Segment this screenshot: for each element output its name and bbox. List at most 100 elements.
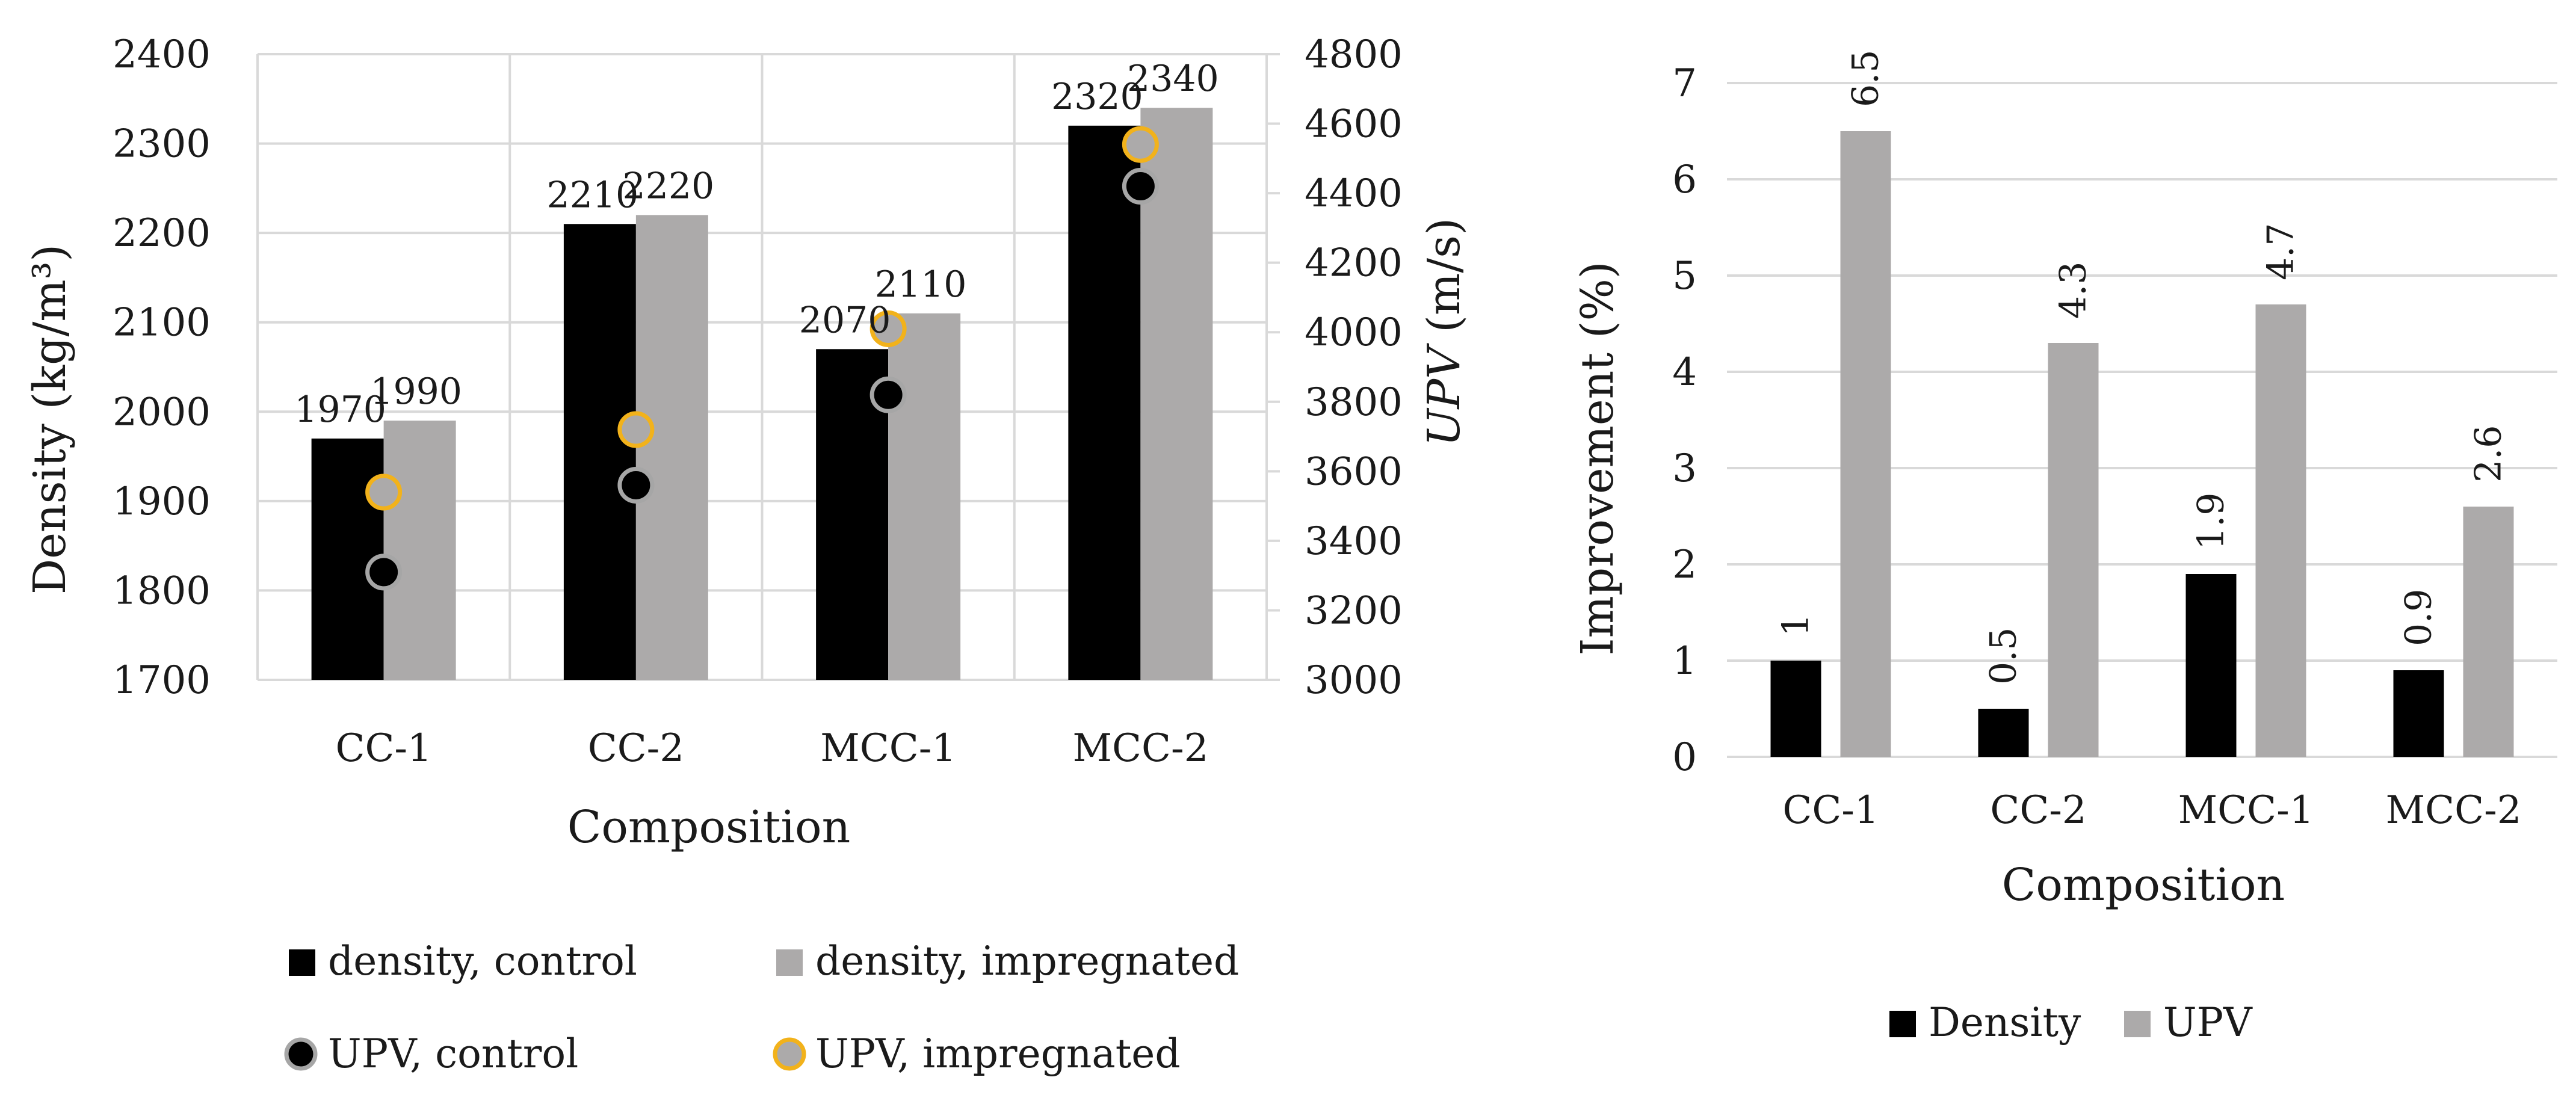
right-data-labels: 1 6.5 0.5 4.3 1.9 4.7 0.9 2.6 [1775, 50, 2510, 685]
left-y2-tick-3600: 3600 [1305, 449, 1403, 494]
legend-label-upv-control: UPV, control [328, 1031, 578, 1077]
bar-density-improvement-cc-1 [1770, 661, 1821, 757]
left-y-tick-2400: 2400 [113, 32, 211, 77]
label-density-control-cc-2: 2210 [547, 174, 639, 216]
left-bars [311, 108, 1213, 680]
label-density-impregnated-mcc-2: 2340 [1127, 58, 1219, 100]
right-y-tick-3: 3 [1672, 446, 1697, 491]
label-density-impregnated-cc-2: 2220 [623, 165, 715, 207]
legend-swatch-density-impregnated [776, 949, 803, 976]
legend-marker-upv-impregnated [773, 1037, 806, 1071]
right-bars [1770, 131, 2514, 757]
bar-density-impregnated-mcc-2 [1140, 108, 1213, 680]
legend-label-upv-impregnated: UPV, impregnated [815, 1031, 1181, 1077]
left-y2-tick-4400: 4400 [1305, 171, 1403, 216]
right-y-ticks: 0 1 2 3 4 5 6 7 [1672, 61, 1697, 780]
right-y-tick-5: 5 [1672, 254, 1697, 298]
left-y-tick-2200: 2200 [113, 211, 211, 256]
bar-upv-improvement-mcc-1 [2255, 304, 2306, 757]
left-y2-tick-3800: 3800 [1305, 380, 1403, 425]
left-y2-axis-title: UPV (m/s) [1418, 218, 1470, 446]
label-density-improvement-mcc-1: 1.9 [2190, 493, 2232, 550]
left-y-ticks: 1700 1800 1900 2000 2100 2200 2300 2400 [113, 32, 211, 703]
right-x-tick-cc-2: CC-2 [1990, 788, 2086, 833]
right-x-ticks: CC-1 CC-2 MCC-1 MCC-2 [1782, 788, 2521, 833]
label-density-control-mcc-1: 2070 [799, 299, 891, 341]
bar-density-improvement-mcc-2 [2393, 670, 2444, 757]
legend-marker-upv-control [284, 1037, 318, 1071]
right-y-tick-0: 0 [1672, 735, 1697, 780]
improvement-chart: 1 6.5 0.5 4.3 1.9 4.7 0.9 2.6 0 1 2 3 4 5 6 7 CC-1 CC-2… [1572, 50, 2557, 1046]
right-y-tick-1: 1 [1672, 639, 1697, 683]
left-y2-tick-4200: 4200 [1305, 241, 1403, 286]
left-y2-ticks: 3000 3200 3400 3600 3800 4000 4200 4400 4600 4800 [1267, 32, 1403, 703]
left-y-tick-2100: 2100 [113, 301, 211, 345]
legend-label-upv: UPV [2163, 999, 2253, 1046]
left-y-tick-1900: 1900 [113, 480, 211, 524]
left-y-axis-title: Density (kg/m³) [24, 244, 76, 594]
left-y2-tick-3000: 3000 [1305, 658, 1403, 703]
marker-upv-impregnated-cc-1 [365, 473, 403, 511]
right-x-tick-mcc-1: MCC-1 [2178, 788, 2314, 833]
bar-density-control-mcc-2 [1068, 125, 1141, 680]
left-x-tick-mcc-1: MCC-1 [820, 726, 956, 771]
left-y2-tick-3400: 3400 [1305, 519, 1403, 564]
right-x-tick-cc-1: CC-1 [1782, 788, 1879, 833]
label-density-improvement-cc-1: 1 [1775, 614, 1817, 637]
bar-upv-improvement-mcc-2 [2463, 507, 2514, 757]
marker-upv-control-mcc-1 [869, 376, 907, 413]
legend-swatch-density-control [289, 949, 315, 976]
left-y-tick-2300: 2300 [113, 122, 211, 167]
label-upv-improvement-mcc-1: 4.7 [2260, 223, 2302, 280]
bar-upv-improvement-cc-2 [2048, 343, 2099, 757]
legend-swatch-upv [2124, 1011, 2151, 1037]
right-y-tick-2: 2 [1672, 543, 1697, 587]
left-y2-tick-3200: 3200 [1305, 588, 1403, 633]
left-y2-tick-4600: 4600 [1305, 102, 1403, 147]
left-y2-axis-title-italic: UPV [1418, 343, 1470, 446]
left-x-tick-cc-1: CC-1 [335, 726, 431, 771]
marker-upv-control-cc-1 [365, 554, 403, 591]
left-upv-markers [365, 126, 1159, 591]
right-y-tick-7: 7 [1672, 61, 1697, 106]
label-upv-improvement-cc-1: 6.5 [1845, 50, 1887, 107]
bar-density-impregnated-mcc-1 [888, 313, 961, 680]
right-legend: Density UPV [1889, 999, 2253, 1046]
left-x-tick-cc-2: CC-2 [588, 726, 684, 771]
bar-upv-improvement-cc-1 [1840, 131, 1891, 757]
bar-density-control-cc-2 [563, 224, 636, 680]
left-y2-tick-4000: 4000 [1305, 310, 1403, 355]
right-y-tick-6: 6 [1672, 158, 1697, 202]
label-density-control-mcc-2: 2320 [1051, 76, 1143, 118]
label-density-impregnated-mcc-1: 2110 [875, 264, 967, 306]
bar-density-impregnated-cc-1 [383, 421, 456, 680]
left-y2-tick-4800: 4800 [1305, 32, 1403, 77]
label-density-control-cc-1: 1970 [294, 389, 386, 431]
legend-label-density-impregnated: density, impregnated [815, 938, 1239, 984]
right-x-axis-title: Composition [2002, 859, 2285, 911]
legend-swatch-density [1889, 1011, 1916, 1037]
marker-upv-impregnated-mcc-1 [869, 310, 907, 347]
legend-label-density: Density [1929, 999, 2081, 1046]
left-x-ticks: CC-1 CC-2 MCC-1 MCC-2 [335, 726, 1208, 771]
label-upv-improvement-cc-2: 4.3 [2052, 262, 2095, 319]
label-density-impregnated-cc-1: 1990 [370, 371, 462, 413]
bar-density-improvement-cc-2 [1978, 709, 2029, 757]
marker-upv-control-cc-2 [617, 466, 655, 504]
right-y-axis-title: Improvement (%) [1572, 261, 1623, 655]
left-y-tick-1800: 1800 [113, 569, 211, 613]
left-x-axis-title: Composition [567, 801, 851, 853]
left-y2-axis-title-unit: (m/s) [1418, 218, 1470, 347]
left-y-tick-1700: 1700 [113, 658, 211, 703]
bar-density-impregnated-cc-2 [635, 215, 708, 680]
marker-upv-control-mcc-2 [1122, 168, 1159, 205]
right-x-tick-mcc-2: MCC-2 [2386, 788, 2522, 833]
legend-label-density-control: density, control [328, 938, 637, 984]
left-y-tick-2000: 2000 [113, 390, 211, 434]
label-density-improvement-cc-2: 0.5 [1983, 628, 2025, 685]
left-legend: density, control density, impregnated UP… [284, 938, 1239, 1077]
label-density-improvement-mcc-2: 0.9 [2398, 589, 2440, 646]
